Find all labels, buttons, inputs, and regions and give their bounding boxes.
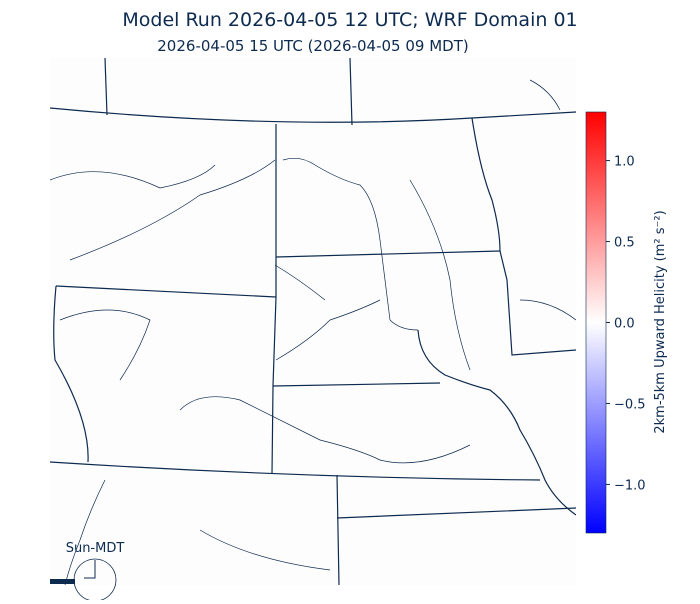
border xyxy=(50,107,576,123)
river xyxy=(179,396,471,464)
clock-hands xyxy=(84,560,96,579)
border xyxy=(104,58,353,126)
clock-bar xyxy=(50,579,75,584)
river xyxy=(59,309,151,381)
border xyxy=(471,117,576,356)
colorbar-tick-label: 0.0 xyxy=(614,317,635,332)
river xyxy=(64,479,331,585)
subtitle: 2026-04-05 15 UTC (2026-04-05 09 MDT) xyxy=(157,37,468,55)
map xyxy=(50,58,576,585)
border xyxy=(55,285,277,298)
colorbar-tick-label: 0.5 xyxy=(614,236,635,251)
border xyxy=(272,382,441,387)
colorbar-label: 2km-5km Upward Helicity (m² s⁻²) xyxy=(653,210,668,433)
border xyxy=(271,124,277,475)
river xyxy=(275,299,381,361)
border xyxy=(53,285,89,463)
colorbar-tick-label: −0.5 xyxy=(614,397,646,412)
border xyxy=(50,461,541,481)
river xyxy=(69,159,276,261)
river xyxy=(282,158,419,331)
border xyxy=(417,329,576,516)
border xyxy=(336,474,576,585)
clock-label: Sun-MDT xyxy=(66,541,125,556)
title: Model Run 2026-04-05 12 UTC; WRF Domain … xyxy=(122,9,577,31)
river xyxy=(519,79,576,321)
river xyxy=(50,164,216,189)
river xyxy=(274,179,471,371)
border xyxy=(275,250,501,258)
colorbar xyxy=(585,111,607,534)
map-background xyxy=(50,58,576,585)
colorbar-tick-label: 1.0 xyxy=(614,155,635,170)
colorbar-tick-label: −1.0 xyxy=(614,478,646,493)
